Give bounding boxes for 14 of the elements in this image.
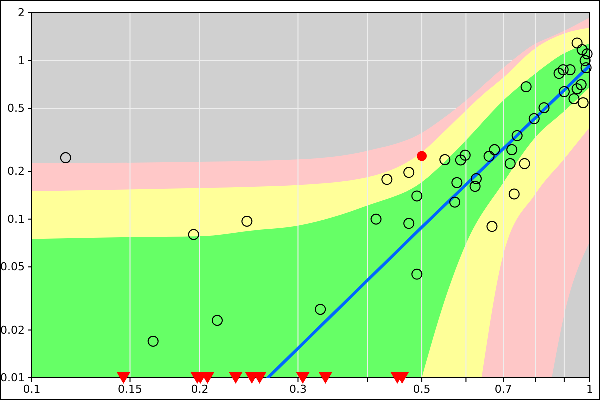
x-tick-label: 0.15 (118, 382, 143, 396)
x-tick-label: 0.3 (289, 382, 307, 396)
x-tick-label: 1 (586, 382, 594, 396)
y-tick-label: 0.05 (0, 260, 25, 274)
x-tick-label: 0.2 (191, 382, 209, 396)
y-tick-label: 0.2 (8, 165, 25, 178)
x-tick-label: 0.7 (494, 382, 512, 396)
y-tick-label: 0.01 (0, 372, 25, 385)
y-tick-label: 1 (18, 54, 25, 68)
y-tick-label: 0.5 (8, 102, 25, 116)
y-tick-label: 0.1 (8, 212, 25, 226)
x-tick-label: 0.5 (413, 382, 431, 396)
y-tick-label: 0.02 (0, 324, 25, 337)
y-tick-label: 2 (18, 6, 25, 20)
